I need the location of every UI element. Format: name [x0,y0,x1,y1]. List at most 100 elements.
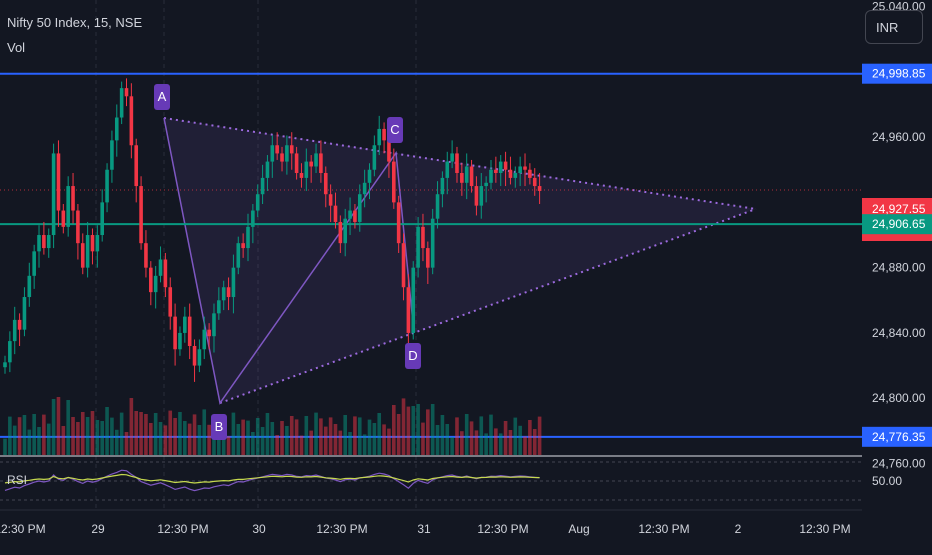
volume-bar [183,421,187,455]
candle-body [56,153,61,211]
candle-body [411,267,416,333]
pattern-label-box [405,343,421,369]
price-tick: 24,880.00 [872,261,926,275]
volume-bar [362,434,367,455]
volume-bar [523,436,527,455]
candle-body [377,128,382,146]
candle-body [139,186,143,244]
rsi-legend[interactable]: RSI [7,473,28,487]
rsi-ma-line [4,473,540,484]
volume-bar [513,417,518,455]
volume-bar [333,424,338,455]
volume-bar [377,413,382,455]
candle-body [61,210,66,227]
price-tag [862,63,932,84]
volume-bar [76,422,80,455]
currency-button[interactable]: INR [865,10,923,44]
candle-body [338,221,343,244]
volume-bar [110,417,114,455]
volume-bar [338,430,343,455]
volume-bar [153,413,158,455]
candle-body [17,319,22,330]
candle-body [66,186,70,227]
volume-bar [134,411,139,455]
candle-body [12,319,17,342]
price-tag-label: 24,906.65 [872,217,926,231]
candle-body [168,287,173,317]
candle-body [309,161,313,167]
candle-body [387,140,391,162]
volume-bar [12,425,17,455]
candle-body [362,182,367,195]
candle-body [275,145,279,154]
candle-body [183,316,187,333]
candle-body [494,169,498,174]
lower-trendline [219,208,757,404]
candle-body [479,186,484,206]
volume-bar [518,425,522,455]
candle-body [187,316,192,346]
volume-bar [71,417,75,455]
volume-bar [90,411,95,455]
volume-bar [494,428,498,455]
triangle-pattern-fill [164,118,756,403]
volume-bar [382,424,386,455]
candle-body [523,166,527,170]
candle-body [396,202,401,244]
volume-bar [46,423,51,455]
candle-body [51,153,56,236]
candle-body [3,362,7,368]
candle-body [246,226,250,249]
time-label: Aug [568,522,589,536]
abcd-pattern-line [163,117,415,405]
price-tag [862,214,932,235]
volume-bar [294,419,299,455]
price-tick: 24,800.00 [872,391,926,405]
volume-bar [421,422,425,455]
candle-body [158,259,163,276]
volume-bar [80,412,85,455]
candle-body [110,140,114,170]
volume-bar [100,421,104,455]
volume-bar [197,425,202,455]
candle-body [226,287,231,298]
volume-bar [51,399,56,455]
volume-bar [528,420,532,455]
upper-trendline [163,117,757,210]
volume-bar [299,435,304,455]
volume-bar [309,430,313,455]
volume-bar [178,412,182,455]
volume-bar [270,422,275,455]
candle-body [460,173,464,183]
volume-bar [396,414,401,455]
candle-body [90,235,95,252]
candle-body [76,210,80,244]
candle-body [80,243,85,268]
candle-body [134,145,139,187]
candle-body [319,153,323,174]
volume-bar [187,423,192,455]
price-tick: 24,760.00 [872,457,926,471]
volume-bar [236,424,241,455]
candle-body [236,243,241,268]
price-tick: 24,840.00 [872,326,926,340]
volume-legend[interactable]: Vol [7,40,26,55]
symbol-title[interactable]: Nifty 50 Index, 15, NSE [7,15,143,30]
candle-body [508,169,513,178]
candle-body [333,205,338,222]
volume-bar [392,405,396,455]
candle-body [192,345,197,366]
candle-body [46,235,51,249]
volume-bar [440,415,445,455]
volume-bar [464,414,469,455]
candle-body [42,235,46,249]
time-label: 12:30 PM [477,522,528,536]
candle-body [372,145,377,170]
volume-bar [85,417,90,455]
volume-bar [503,421,508,455]
candle-body [144,243,148,268]
volume-bar [221,425,226,455]
candle-body [280,153,284,162]
volume-bar [226,436,231,455]
